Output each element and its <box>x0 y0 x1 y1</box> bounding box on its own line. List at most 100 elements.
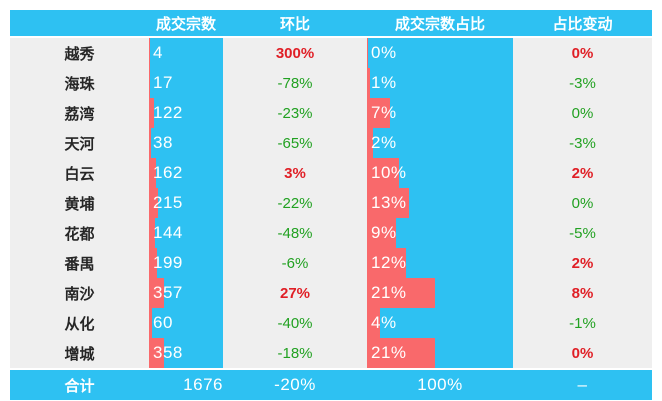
change-value: -3% <box>569 74 596 92</box>
count-databar <box>149 188 158 218</box>
mom-cell: -22% <box>223 188 367 218</box>
district-cell: 荔湾 <box>10 98 149 128</box>
count-cell: 358 <box>149 338 223 368</box>
mom-value: 27% <box>279 284 311 302</box>
mom-cell: -18% <box>223 338 367 368</box>
count-value: 17 <box>153 73 173 92</box>
table-footer-row: 合计 1676 -20% 100% – <box>10 370 652 400</box>
share-databar <box>367 308 380 338</box>
share-databar <box>367 338 436 368</box>
share-cell: 9% <box>367 218 513 248</box>
share-value: 21% <box>371 343 407 362</box>
change-value: 2% <box>571 164 594 182</box>
district-cell: 海珠 <box>10 68 149 98</box>
count-value: 199 <box>153 253 183 272</box>
share-cell: 1% <box>367 68 513 98</box>
change-value: -1% <box>569 314 596 332</box>
share-databar <box>367 38 368 68</box>
count-value: 60 <box>153 313 173 332</box>
table-row: 黄埔 215 -22% 13% 0% <box>10 188 652 218</box>
district-cell: 番禺 <box>10 248 149 278</box>
count-value: 38 <box>153 133 173 152</box>
count-databar <box>149 248 158 278</box>
table-body: 越秀 4 300% 0% 0% 海珠 17 -78% 1% -3% 荔湾 122… <box>10 38 652 368</box>
header-change: 占比变动 <box>552 15 613 33</box>
share-value: 0% <box>371 43 397 62</box>
table-row: 番禺 199 -6% 12% 2% <box>10 248 652 278</box>
count-databar <box>149 338 164 368</box>
count-databar <box>149 218 155 248</box>
share-databar <box>367 248 406 278</box>
share-databar <box>367 278 436 308</box>
district-cell: 从化 <box>10 308 149 338</box>
mom-cell: -65% <box>223 128 367 158</box>
count-cell: 144 <box>149 218 223 248</box>
mom-value: 300% <box>275 44 315 62</box>
count-value: 144 <box>153 223 183 242</box>
share-value: 1% <box>371 73 397 92</box>
mom-value: -48% <box>277 224 313 242</box>
count-cell: 215 <box>149 188 223 218</box>
count-value: 215 <box>153 193 183 212</box>
header-district-spacer <box>10 10 149 36</box>
count-value: 357 <box>153 283 183 302</box>
count-databar <box>149 128 151 158</box>
count-cell: 122 <box>149 98 223 128</box>
count-cell: 162 <box>149 158 223 188</box>
change-value: 0% <box>571 44 594 62</box>
share-databar <box>367 68 371 98</box>
mom-value: -78% <box>277 74 313 92</box>
change-value: 2% <box>571 254 594 272</box>
mom-value: 3% <box>284 164 306 182</box>
table-row: 海珠 17 -78% 1% -3% <box>10 68 652 98</box>
table-row: 越秀 4 300% 0% 0% <box>10 38 652 68</box>
district-cell: 增城 <box>10 338 149 368</box>
count-databar <box>149 68 150 98</box>
table-row: 天河 38 -65% 2% -3% <box>10 128 652 158</box>
district-label: 黄埔 <box>64 195 95 213</box>
mom-cell: -6% <box>223 248 367 278</box>
district-cell: 天河 <box>10 128 149 158</box>
district-label: 海珠 <box>64 75 95 93</box>
district-cell: 越秀 <box>10 38 149 68</box>
change-value: -5% <box>569 224 596 242</box>
change-cell: -1% <box>513 308 652 338</box>
footer-mom-value: -20% <box>274 375 316 394</box>
district-label: 荔湾 <box>64 105 95 123</box>
table-row: 增城 358 -18% 21% 0% <box>10 338 652 368</box>
mom-value: -40% <box>277 314 313 332</box>
footer-change-value: – <box>577 375 588 394</box>
count-databar <box>149 158 156 188</box>
table-row: 南沙 357 27% 21% 8% <box>10 278 652 308</box>
count-databar <box>149 278 164 308</box>
share-value: 13% <box>371 193 407 212</box>
change-value: 8% <box>571 284 594 302</box>
share-cell: 7% <box>367 98 513 128</box>
count-cell: 60 <box>149 308 223 338</box>
count-value: 162 <box>153 163 183 182</box>
footer-count-cell: 1676 <box>149 370 223 400</box>
share-value: 2% <box>371 133 397 152</box>
change-cell: -3% <box>513 128 652 158</box>
share-cell: 10% <box>367 158 513 188</box>
district-label: 越秀 <box>64 45 95 63</box>
header-share: 成交宗数占比 <box>394 15 485 33</box>
mom-cell: -48% <box>223 218 367 248</box>
footer-share-value: 100% <box>417 375 463 394</box>
share-value: 10% <box>371 163 407 182</box>
count-databar <box>149 98 155 128</box>
district-label: 番禺 <box>64 255 95 273</box>
change-cell: 8% <box>513 278 652 308</box>
share-databar <box>367 218 397 248</box>
change-cell: -5% <box>513 218 652 248</box>
share-cell: 0% <box>367 38 513 68</box>
district-cell: 南沙 <box>10 278 149 308</box>
district-label: 南沙 <box>64 285 95 303</box>
district-label: 从化 <box>64 315 95 333</box>
mom-value: -65% <box>277 134 313 152</box>
count-value: 358 <box>153 343 183 362</box>
share-value: 21% <box>371 283 407 302</box>
share-value: 9% <box>371 223 397 242</box>
mom-cell: -23% <box>223 98 367 128</box>
